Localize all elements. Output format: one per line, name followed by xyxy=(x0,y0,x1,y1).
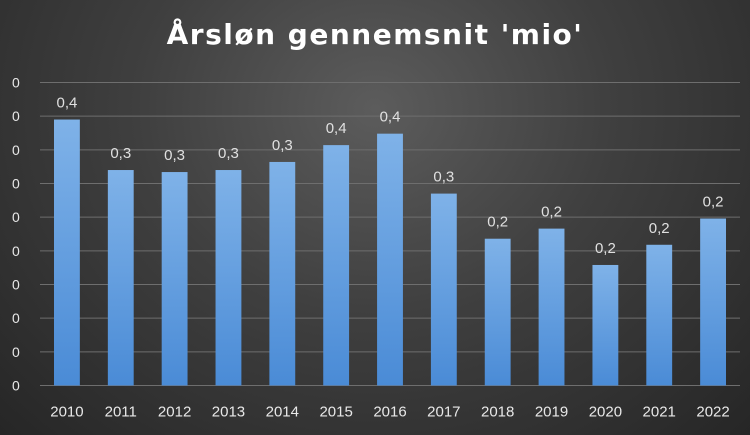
data-label-2015: 0,4 xyxy=(326,120,347,137)
data-label-2018: 0,2 xyxy=(487,214,508,231)
chart-title: Årsløn gennemsnit 'mio' xyxy=(166,18,584,51)
bar-2021 xyxy=(646,244,673,386)
y-tick-label: 0 xyxy=(12,243,20,259)
bar-2022 xyxy=(700,218,726,386)
x-tick-label: 2021 xyxy=(643,404,676,421)
data-label-2012: 0,3 xyxy=(164,147,185,164)
x-tick-label: 2012 xyxy=(158,404,191,421)
y-tick-label: 0 xyxy=(12,176,20,192)
data-label-2010: 0,4 xyxy=(56,95,77,112)
x-axis-ticks: 2010 2011 2012 2013 2014 2015 2016 2017 2018 2019… xyxy=(50,404,730,421)
bar-2011 xyxy=(107,170,134,386)
y-axis-ticks: 0 0 0 0 0 0 0 0 0 0 xyxy=(12,75,20,394)
x-tick-label: 2019 xyxy=(535,404,568,421)
y-tick-label: 0 xyxy=(12,344,20,360)
x-tick-label: 2014 xyxy=(266,404,299,421)
data-label-2014: 0,3 xyxy=(272,137,293,154)
data-label-2013: 0,3 xyxy=(218,145,239,162)
bar-2016 xyxy=(377,133,403,386)
x-tick-label: 2016 xyxy=(373,404,406,421)
data-label-2020: 0,2 xyxy=(595,240,616,257)
y-tick-label: 0 xyxy=(12,108,20,124)
bar-2010 xyxy=(54,119,80,386)
y-tick-label: 0 xyxy=(12,142,20,158)
x-tick-label: 2022 xyxy=(696,404,729,421)
x-tick-label: 2015 xyxy=(319,404,352,421)
bar-2019 xyxy=(538,228,565,386)
x-tick-label: 2011 xyxy=(105,404,137,421)
y-tick-label: 0 xyxy=(12,310,20,326)
data-label-2022: 0,2 xyxy=(703,194,724,211)
bar-2018 xyxy=(484,238,511,386)
bar-2014 xyxy=(269,161,296,386)
data-labels: 0,4 0,3 0,3 0,3 0,3 0,4 0,4 0,3 0,2 0,2 0,2 0,2 0,2 xyxy=(56,95,723,257)
y-tick-label: 0 xyxy=(12,209,20,225)
x-tick-label: 2018 xyxy=(481,404,514,421)
x-tick-label: 2020 xyxy=(589,404,622,421)
bar-2012 xyxy=(161,172,188,386)
y-tick-label: 0 xyxy=(12,378,20,394)
data-label-2019: 0,2 xyxy=(541,204,562,221)
bar-2013 xyxy=(215,170,242,386)
x-tick-label: 2010 xyxy=(50,404,83,421)
data-label-2021: 0,2 xyxy=(649,220,670,237)
data-label-2016: 0,4 xyxy=(380,109,401,126)
data-label-2011: 0,3 xyxy=(110,145,131,162)
bar-2020 xyxy=(592,264,619,386)
data-label-2017: 0,3 xyxy=(433,169,454,186)
x-tick-label: 2013 xyxy=(212,404,245,421)
bar-2017 xyxy=(430,193,457,386)
x-tick-label: 2017 xyxy=(427,404,460,421)
bars xyxy=(54,119,726,386)
y-tick-label: 0 xyxy=(12,75,20,91)
bar-2015 xyxy=(323,145,350,386)
y-tick-label: 0 xyxy=(12,277,20,293)
